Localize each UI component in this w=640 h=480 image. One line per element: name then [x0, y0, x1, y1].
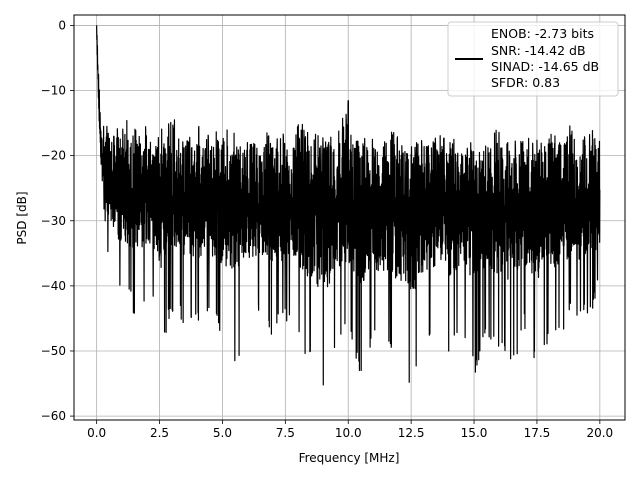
legend-entry-sinad: SINAD: -14.65 dB: [491, 59, 599, 74]
x-tick-label: 17.5: [524, 426, 551, 440]
legend-entry-enob: ENOB: -2.73 bits: [491, 26, 594, 41]
x-axis-label: Frequency [MHz]: [299, 451, 400, 465]
legend: ENOB: -2.73 bits SNR: -14.42 dB SINAD: -…: [447, 21, 619, 97]
y-tick-label: −60: [41, 409, 66, 423]
y-tick-label: −30: [41, 214, 66, 228]
y-tick-label: −50: [41, 344, 66, 358]
x-tick-label: 7.5: [276, 426, 295, 440]
y-axis: 0 −10 −20 −30 −40 −50 −60: [41, 18, 74, 423]
x-tick-label: 20.0: [586, 426, 613, 440]
y-tick-label: −10: [41, 84, 66, 98]
y-tick-label: −20: [41, 149, 66, 163]
x-tick-label: 2.5: [150, 426, 169, 440]
y-axis-label: PSD [dB]: [15, 191, 29, 244]
x-tick-label: 15.0: [461, 426, 488, 440]
plot-area: [96, 25, 601, 386]
axes-frame: [73, 14, 626, 421]
x-axis: 0.0 2.5 5.0 7.5 10.0 12.5 15.0 17.5 20.0: [87, 420, 613, 440]
legend-entry-sfdr: SFDR: 0.83: [491, 75, 560, 90]
legend-entry-snr: SNR: -14.42 dB: [491, 43, 586, 58]
legend-box: [447, 21, 619, 97]
y-tick-label: 0: [58, 18, 66, 32]
x-tick-label: 5.0: [213, 426, 232, 440]
y-tick-label: −40: [41, 279, 66, 293]
x-tick-label: 0.0: [87, 426, 106, 440]
x-tick-label: 10.0: [335, 426, 362, 440]
x-tick-label: 12.5: [398, 426, 425, 440]
